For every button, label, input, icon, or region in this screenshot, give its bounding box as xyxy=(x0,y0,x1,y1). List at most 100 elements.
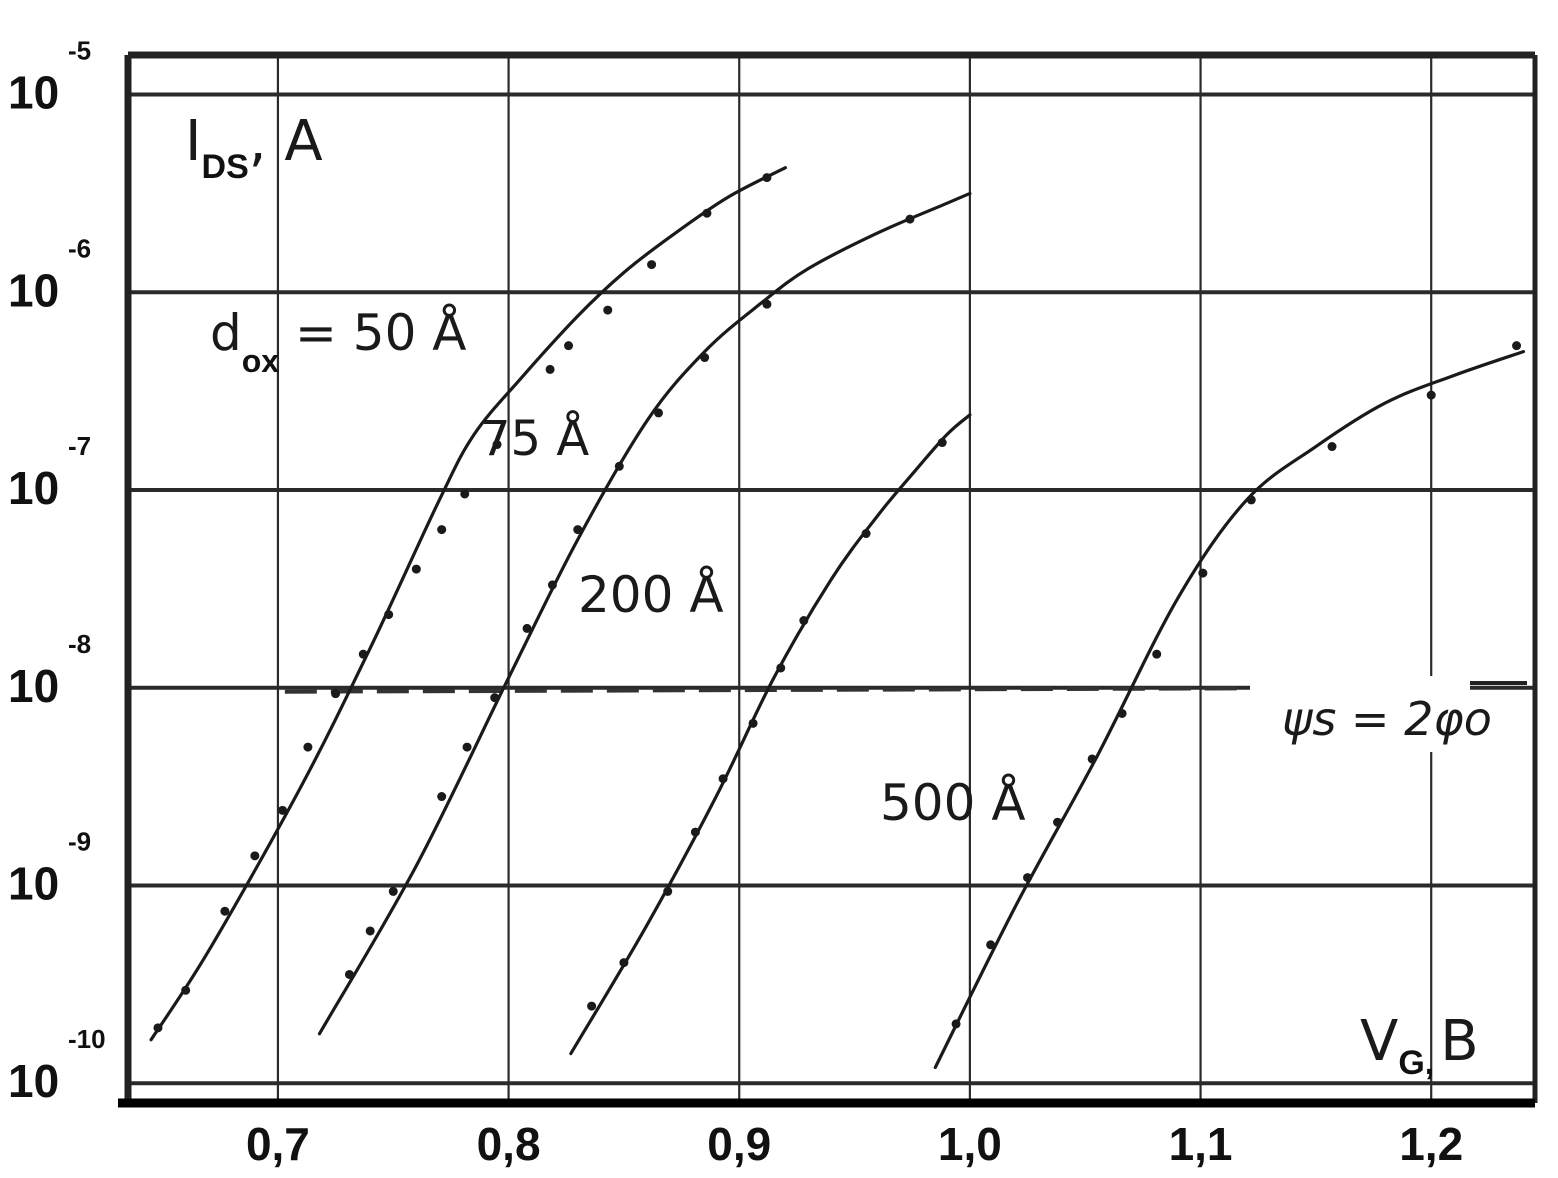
data-point xyxy=(181,985,191,995)
series-label-50: dox = 50 Å xyxy=(210,304,467,379)
series-labels: dox = 50 Å75 Å 200 Å 500 Å xyxy=(210,304,1026,832)
data-point xyxy=(547,580,557,590)
y-tick-labels: 10 -5 10 -6 10 -7 10 -8 10 -9 10 -10 xyxy=(8,36,106,1108)
data-point xyxy=(1246,495,1256,505)
series-line-1 xyxy=(149,166,787,1042)
y-tick-base: 10 xyxy=(8,857,59,909)
y-tick-base: 10 xyxy=(8,660,59,712)
data-point xyxy=(647,260,657,270)
data-point xyxy=(358,649,368,659)
data-point xyxy=(905,214,915,224)
x-tick-label: 1,0 xyxy=(938,1118,1002,1170)
y-axis-title: IDS, A xyxy=(185,109,323,186)
y-tick-label: 10 xyxy=(8,857,59,909)
data-point xyxy=(587,1001,597,1011)
series-label-50-rest: = 50 Å xyxy=(279,304,466,362)
data-point xyxy=(460,489,470,499)
data-point xyxy=(522,623,532,633)
data-point xyxy=(1053,817,1063,827)
series-line-3 xyxy=(569,413,972,1056)
data-point xyxy=(344,969,354,979)
data-point xyxy=(619,958,629,968)
y-tick-exponent: -5 xyxy=(68,36,91,66)
data-point xyxy=(573,525,583,535)
data-point xyxy=(654,408,664,418)
data-point xyxy=(718,774,728,784)
y-axis-title-sub: DS xyxy=(202,148,249,186)
series-label-50-sub: ox xyxy=(242,343,280,379)
series-label-50-main: d xyxy=(210,304,242,362)
data-point xyxy=(545,364,555,374)
reference-line: ψs = 2φo xyxy=(284,676,1527,752)
data-point xyxy=(937,438,947,448)
series-label-500: 500 Å xyxy=(880,774,1026,832)
y-tick-label: 10 xyxy=(8,67,59,119)
x-axis-title-sub: G, xyxy=(1398,1044,1434,1082)
y-tick-base: 10 xyxy=(8,1055,59,1107)
y-axis-title-main: I xyxy=(185,109,202,174)
data-point xyxy=(603,305,613,315)
reference-label-bg xyxy=(1250,676,1470,752)
data-point xyxy=(762,299,772,309)
y-tick-exponent: -10 xyxy=(68,1024,106,1054)
data-point xyxy=(1512,341,1522,351)
data-point xyxy=(490,693,500,703)
x-tick-label: 0,9 xyxy=(707,1118,771,1170)
y-tick-base: 10 xyxy=(8,462,59,514)
data-point xyxy=(1327,442,1337,452)
data-series xyxy=(149,166,1526,1070)
reference-dashed-line xyxy=(284,685,1425,694)
data-point xyxy=(250,851,260,861)
data-point xyxy=(303,742,313,752)
data-point xyxy=(564,341,574,351)
data-point xyxy=(986,940,996,950)
data-point xyxy=(492,440,502,450)
data-point xyxy=(1117,708,1127,718)
data-point xyxy=(702,208,712,218)
x-axis-title-unit: B xyxy=(1440,1009,1478,1074)
y-tick-exponent: -6 xyxy=(68,233,91,263)
series-label-200: 200 Å xyxy=(578,566,724,624)
reference-line-label: ψs = 2φo xyxy=(1282,692,1492,746)
data-point xyxy=(690,827,700,837)
plot-frame xyxy=(118,51,1538,1108)
x-tick-labels: 0,7 0,8 0,9 1,0 1,1 1,2 xyxy=(246,1118,1463,1170)
data-point xyxy=(1426,390,1436,400)
data-point xyxy=(776,663,786,673)
data-point xyxy=(1152,649,1162,659)
data-point xyxy=(437,525,447,535)
x-tick-label: 0,7 xyxy=(246,1118,310,1170)
data-point xyxy=(700,353,710,363)
x-tick-label: 0,8 xyxy=(477,1118,541,1170)
y-tick-exponent: -7 xyxy=(68,431,91,461)
y-tick-exponent: -8 xyxy=(68,629,91,659)
series-line-2 xyxy=(317,191,972,1036)
data-point xyxy=(411,564,421,574)
y-tick-exponent: -9 xyxy=(68,826,91,856)
data-point xyxy=(614,461,624,471)
data-point xyxy=(220,906,230,916)
series-label-75: 75 Å xyxy=(480,410,589,467)
data-point xyxy=(861,529,871,539)
data-point xyxy=(384,610,394,620)
data-point xyxy=(278,805,288,815)
data-point xyxy=(365,926,375,936)
data-point xyxy=(437,792,447,802)
y-tick-label: 10 xyxy=(8,1055,59,1107)
y-tick-label: 10 xyxy=(8,264,59,316)
y-axis-title-unit: , A xyxy=(249,109,323,174)
data-point xyxy=(1198,568,1208,578)
data-point xyxy=(762,173,772,183)
y-tick-label: 10 xyxy=(8,660,59,712)
y-tick-label: 10 xyxy=(8,462,59,514)
data-point xyxy=(663,886,673,896)
x-tick-label: 1,1 xyxy=(1169,1118,1233,1170)
data-point xyxy=(951,1019,961,1029)
data-point xyxy=(331,689,341,699)
data-point xyxy=(748,718,758,728)
y-tick-base: 10 xyxy=(8,264,59,316)
data-point xyxy=(388,886,398,896)
x-tick-label: 1,2 xyxy=(1399,1118,1463,1170)
data-point xyxy=(462,742,472,752)
